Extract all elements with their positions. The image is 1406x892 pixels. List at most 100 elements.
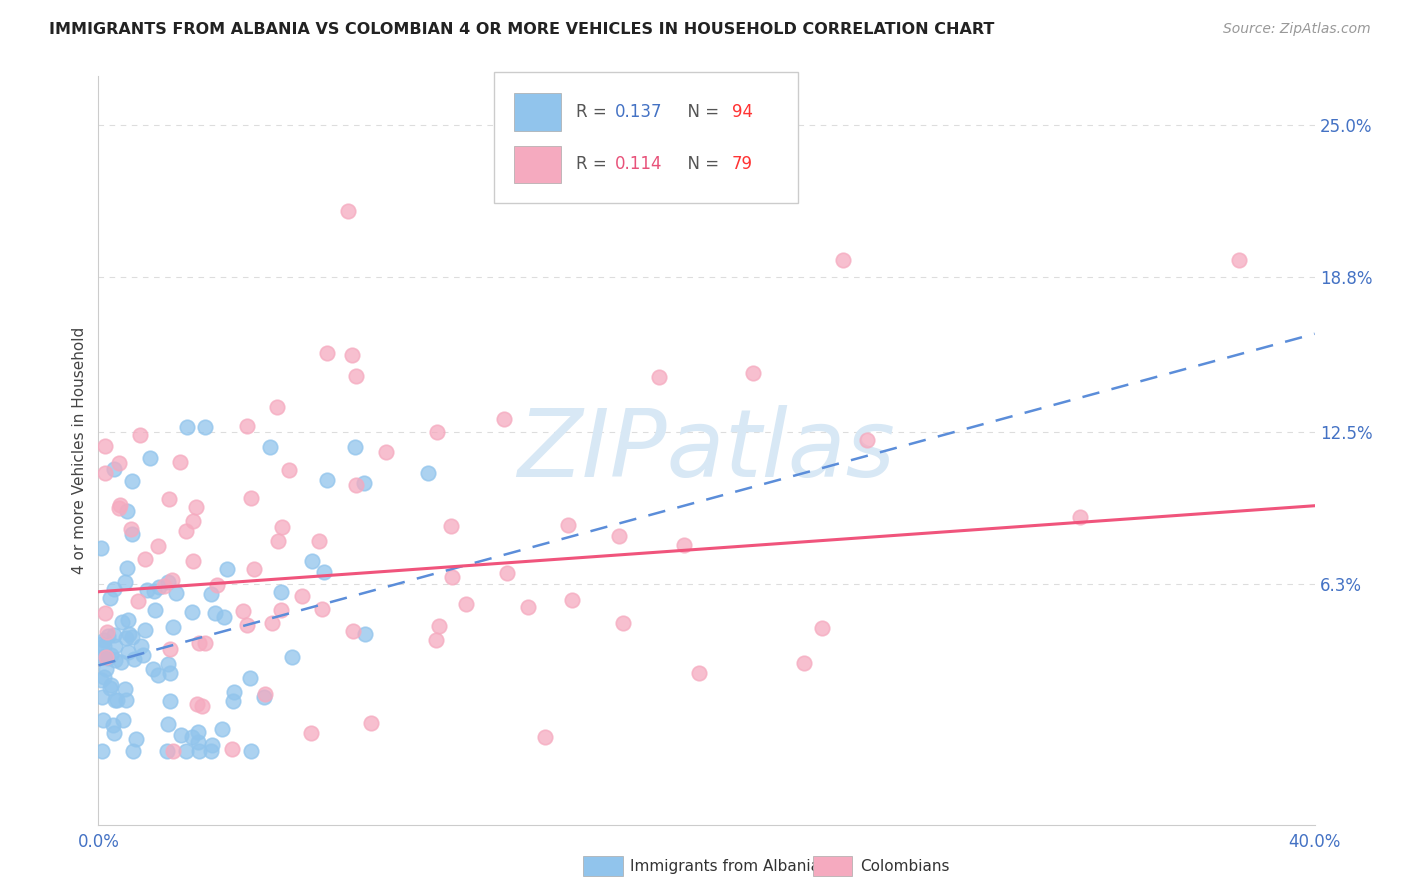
Text: R =: R = — [576, 103, 613, 120]
Point — [495, 566, 517, 580]
Point — [243, 562, 266, 576]
Point — [104, 693, 127, 707]
Point — [156, 717, 179, 731]
Point — [97, 651, 120, 665]
Point — [232, 604, 254, 618]
Point — [311, 602, 333, 616]
Text: R =: R = — [576, 155, 613, 173]
Point — [277, 463, 299, 477]
Point — [308, 533, 330, 548]
Point — [91, 650, 114, 665]
Point — [129, 427, 152, 442]
Point — [224, 685, 246, 699]
Point — [97, 629, 120, 643]
Point — [832, 253, 855, 268]
Point — [114, 575, 136, 590]
Point — [156, 574, 179, 589]
Point — [344, 477, 367, 491]
Point — [353, 475, 375, 490]
FancyBboxPatch shape — [494, 72, 797, 203]
Point — [191, 698, 214, 713]
Point — [120, 522, 142, 536]
Text: 0.137: 0.137 — [616, 103, 662, 120]
Point — [96, 625, 118, 640]
Point — [101, 717, 124, 731]
Point — [181, 514, 204, 528]
Point — [91, 690, 114, 705]
Point — [93, 633, 115, 648]
Text: 94: 94 — [733, 103, 754, 120]
Point — [194, 420, 217, 434]
Point — [174, 524, 197, 539]
Point — [90, 541, 112, 556]
Point — [117, 613, 139, 627]
Point — [169, 455, 191, 469]
Point — [215, 562, 238, 576]
Point — [340, 348, 363, 362]
Point — [336, 203, 359, 218]
Point — [115, 561, 138, 575]
Point — [131, 639, 153, 653]
Text: N =: N = — [678, 103, 724, 120]
Point — [159, 642, 181, 657]
Point — [648, 370, 671, 384]
Point — [343, 440, 366, 454]
Point — [342, 624, 364, 639]
Point — [115, 692, 138, 706]
Point — [153, 579, 176, 593]
Point — [103, 582, 125, 597]
Point — [301, 554, 323, 568]
Point — [416, 466, 439, 480]
Point — [180, 730, 202, 744]
Point — [259, 440, 281, 454]
Point — [235, 617, 257, 632]
Point — [127, 594, 149, 608]
Point — [221, 694, 243, 708]
Point — [316, 473, 339, 487]
Point — [159, 694, 181, 708]
Point — [94, 439, 117, 453]
Text: IMMIGRANTS FROM ALBANIA VS COLOMBIAN 4 OR MORE VEHICLES IN HOUSEHOLD CORRELATION: IMMIGRANTS FROM ALBANIA VS COLOMBIAN 4 O… — [49, 22, 994, 37]
Point — [98, 681, 121, 695]
Point — [271, 520, 294, 534]
Point — [811, 621, 834, 635]
Point — [516, 599, 538, 614]
Point — [134, 623, 156, 637]
Point — [221, 742, 243, 756]
Point — [425, 632, 447, 647]
Point — [184, 500, 207, 515]
Point — [207, 578, 229, 592]
Point — [239, 491, 262, 506]
Point — [103, 725, 125, 739]
Point — [612, 615, 634, 630]
Point — [143, 584, 166, 599]
Text: 79: 79 — [733, 155, 754, 173]
Point — [100, 678, 122, 692]
Point — [1069, 509, 1091, 524]
Point — [121, 630, 143, 644]
Point — [346, 369, 368, 384]
Point — [93, 639, 115, 653]
Point — [440, 570, 463, 584]
Point — [425, 425, 447, 440]
Point — [118, 627, 141, 641]
Point — [117, 645, 139, 659]
Point — [239, 671, 262, 685]
Point — [607, 528, 630, 542]
Point — [108, 456, 131, 470]
Point — [427, 618, 450, 632]
Point — [115, 631, 138, 645]
Point — [122, 744, 145, 758]
Text: 0.114: 0.114 — [616, 155, 662, 173]
Point — [156, 744, 179, 758]
Point — [112, 713, 135, 727]
Point — [253, 687, 276, 701]
Point — [856, 433, 879, 447]
Point — [142, 662, 165, 676]
Point — [100, 648, 122, 662]
Point — [104, 640, 127, 654]
Point — [165, 586, 187, 600]
Point — [534, 731, 557, 745]
Point — [561, 592, 583, 607]
Point — [267, 534, 290, 549]
